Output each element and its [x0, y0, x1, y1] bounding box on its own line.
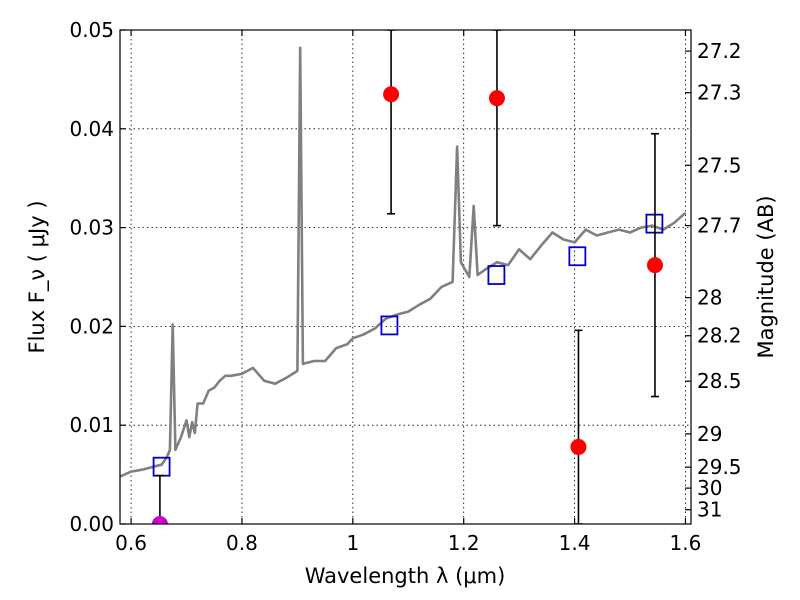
axis-ticks: 0.6 0.8 1 1.2 1.4 1.6 0.00 0.01 0.02 0.03 0.04 0.05…	[69, 18, 741, 555]
x-tick-label: 0.8	[226, 531, 258, 555]
model-square-point	[568, 246, 587, 267]
y-tick-label: 0.02	[69, 314, 114, 338]
grid	[120, 29, 691, 525]
x-axis-label: Wavelength λ (μm)	[305, 564, 506, 588]
x-tick-label: 1.6	[670, 531, 702, 555]
observed-point	[383, 86, 400, 103]
y2-axis-label: Magnitude (AB)	[754, 195, 778, 358]
y-axis-label: Flux F_ν ( μJy )	[25, 200, 50, 353]
observed-point	[151, 516, 168, 524]
observed-point	[646, 257, 663, 274]
x-tick-label: 1.2	[448, 531, 480, 555]
y2-tick-label: 31	[697, 498, 722, 522]
y-tick-label: 0.04	[69, 117, 114, 141]
observed-point	[488, 90, 505, 107]
model-square-point	[380, 315, 399, 336]
y2-tick-label: 30	[697, 476, 722, 500]
y-tick-label: 0.00	[69, 512, 114, 536]
y-tick-label: 0.03	[69, 216, 114, 240]
y2-tick-label: 28.2	[697, 324, 742, 348]
spectrum-line	[120, 46, 687, 478]
y2-tick-label: 27.2	[697, 39, 742, 63]
y2-tick-label: 29	[697, 422, 722, 446]
model-square-point	[487, 265, 506, 285]
y2-tick-label: 27.7	[697, 214, 742, 238]
observed-point	[570, 438, 587, 455]
y2-tick-label: 27.3	[697, 81, 742, 105]
plot-frame	[119, 29, 692, 525]
x-tick-label: 1	[346, 531, 359, 555]
y-tick-label: 0.05	[69, 18, 114, 42]
y2-tick-label: 29.5	[697, 455, 742, 479]
x-tick-label: 1.4	[559, 531, 591, 555]
y2-tick-label: 27.5	[697, 153, 742, 177]
y-tick-label: 0.01	[69, 413, 114, 437]
y2-tick-label: 28.5	[697, 369, 742, 393]
y2-tick-label: 28	[697, 286, 722, 310]
plot-area	[120, 30, 687, 524]
x-tick-label: 0.6	[115, 531, 147, 555]
